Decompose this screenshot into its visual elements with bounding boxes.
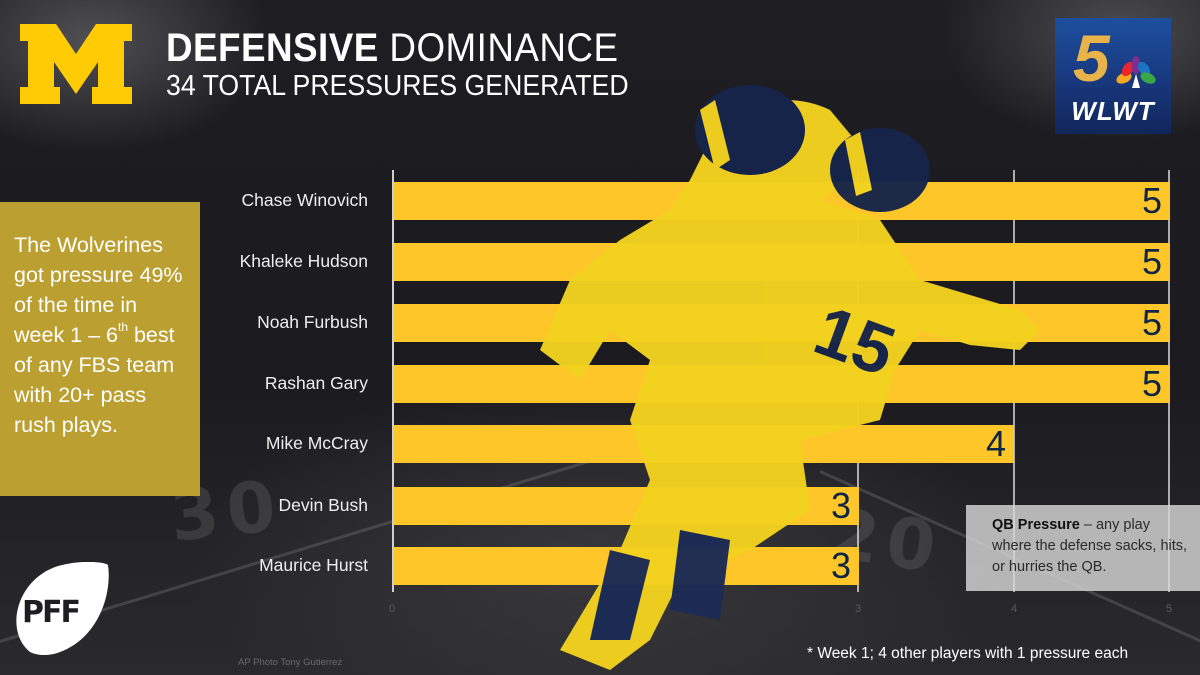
michigan-block-m-logo xyxy=(20,24,132,104)
bar-label: Noah Furbush xyxy=(257,312,368,332)
wlwt-station-logo: 5 WLWT xyxy=(1055,18,1171,134)
bar-label: Maurice Hurst xyxy=(259,555,368,575)
nbc-peacock-icon xyxy=(1116,56,1156,88)
definition-note: QB Pressure – any play where the defense… xyxy=(966,505,1200,591)
bar-label: Devin Bush xyxy=(278,495,369,515)
bar-khaleke-hudson: 5 xyxy=(393,241,1170,282)
stat-callout-box: The Wolverines got pressure 49% of the t… xyxy=(0,202,200,496)
bar-label: Khaleke Hudson xyxy=(239,251,368,271)
bar-rashan-gary: 5 xyxy=(393,363,1170,404)
svg-text:PFF: PFF xyxy=(22,595,79,630)
bar-value: 5 xyxy=(1141,180,1162,221)
x-tick: 3 xyxy=(855,603,862,615)
x-tick: 4 xyxy=(1011,603,1018,615)
footnote: * Week 1; 4 other players with 1 pressur… xyxy=(807,645,1129,662)
bar-value: 5 xyxy=(1141,302,1162,343)
y-axis-line xyxy=(392,170,394,592)
bar-value: 5 xyxy=(1141,363,1162,404)
x-tick: 5 xyxy=(1166,603,1173,615)
pff-logo: PFF xyxy=(16,562,109,655)
page-title: DEFENSIVE DOMINANCE xyxy=(166,26,619,70)
bar-chase-winovich: 5 xyxy=(393,180,1170,221)
page-subtitle: 34 TOTAL PRESSURES GENERATED xyxy=(166,70,629,102)
call-sign: WLWT xyxy=(1071,96,1155,126)
bar-noah-furbush: 5 xyxy=(393,302,1170,343)
bar-value: 3 xyxy=(830,485,851,526)
bar-label: Rashan Gary xyxy=(264,373,368,393)
bar-label: Mike McCray xyxy=(265,433,368,453)
bar-label: Chase Winovich xyxy=(241,190,368,210)
bar-value: 3 xyxy=(830,545,851,586)
bar-devin-bush: 3 xyxy=(393,485,859,526)
bar-value: 5 xyxy=(1141,241,1162,282)
photo-credit: AP Photo Tony Gutierrez xyxy=(238,657,343,668)
bar-maurice-hurst: 3 xyxy=(393,545,859,586)
channel-number: 5 xyxy=(1073,21,1110,95)
bar-mike-mccray: 4 xyxy=(393,423,1014,464)
x-tick: 0 xyxy=(389,603,396,615)
bar-value: 4 xyxy=(985,423,1006,464)
